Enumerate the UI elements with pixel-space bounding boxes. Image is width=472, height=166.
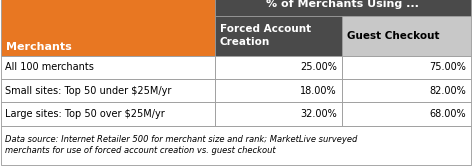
Bar	[342, 16, 471, 56]
Bar	[342, 102, 471, 126]
Bar	[215, 79, 342, 102]
Text: Small sites: Top 50 under $25M/yr: Small sites: Top 50 under $25M/yr	[5, 86, 171, 96]
Text: Data source: Internet Retailer 500 for merchant size and rank; MarketLive survey: Data source: Internet Retailer 500 for m…	[5, 135, 357, 155]
Text: 82.00%: 82.00%	[429, 86, 466, 96]
Text: Forced Account
Creation: Forced Account Creation	[220, 25, 311, 47]
Bar	[215, 56, 342, 79]
Bar	[215, 102, 342, 126]
Text: Merchants: Merchants	[6, 42, 72, 52]
Text: % of Merchants Using ...: % of Merchants Using ...	[267, 0, 419, 9]
Bar	[1, 102, 215, 126]
Text: 32.00%: 32.00%	[300, 109, 337, 119]
Text: 75.00%: 75.00%	[429, 62, 466, 72]
Bar	[1, 56, 215, 79]
Text: 25.00%: 25.00%	[300, 62, 337, 72]
Text: Large sites: Top 50 over $25M/yr: Large sites: Top 50 over $25M/yr	[5, 109, 165, 119]
Text: 68.00%: 68.00%	[430, 109, 466, 119]
Text: 18.00%: 18.00%	[300, 86, 337, 96]
Bar	[342, 79, 471, 102]
Bar	[1, 126, 471, 165]
Text: All 100 merchants: All 100 merchants	[5, 62, 94, 72]
Bar	[342, 56, 471, 79]
Bar	[215, 0, 471, 16]
Bar	[215, 16, 342, 56]
Text: Guest Checkout: Guest Checkout	[347, 31, 439, 41]
Bar	[1, 0, 215, 56]
Bar	[1, 79, 215, 102]
